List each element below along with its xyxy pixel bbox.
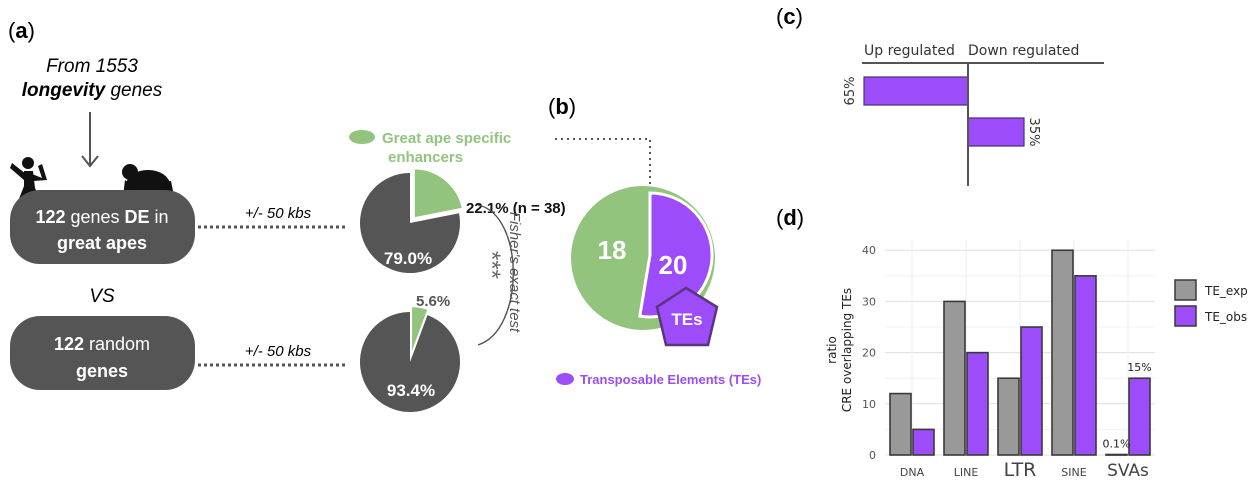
- pie-de-genes: 22.1% (n = 38) 79.0%: [359, 167, 566, 274]
- category-label-down: Down regulated: [968, 43, 1079, 59]
- significance-stars: ***: [478, 251, 505, 279]
- pie-label-enhancers: 22.1% (n = 38): [466, 200, 566, 217]
- x-tick-label: SVAs: [1107, 461, 1149, 481]
- intro-line2: longevity genes: [22, 80, 163, 101]
- pie-label-non-te: 18: [598, 235, 627, 265]
- fisher-bracket: [477, 204, 514, 346]
- pie-slice-other: [360, 312, 460, 412]
- panel-label-d: (d): [776, 205, 804, 230]
- pie-slice-enhancers: [412, 167, 465, 220]
- fisher-test-label: Fisher's exact test: [506, 212, 523, 333]
- panel-label-b: (b): [548, 94, 576, 119]
- tes-pentagon-icon: [655, 286, 719, 347]
- de-genes-box: [10, 190, 195, 264]
- bar-down-regulated: [967, 117, 1025, 147]
- y-tick-label: 30: [862, 295, 876, 308]
- y-axis-label-line2: CRE overlapping TEs: [840, 288, 854, 412]
- bar-te-exp: [889, 392, 912, 456]
- y-tick-label: 20: [862, 347, 876, 360]
- category-label-up: Up regulated: [864, 43, 955, 59]
- bar-te-exp: [997, 377, 1020, 456]
- intro-line1: From 1553: [46, 56, 138, 77]
- legend-label-te-obs: TE_obs: [1204, 310, 1247, 324]
- pie-label-enhancers: 5.6%: [416, 293, 450, 310]
- bar-te-exp: [1105, 453, 1128, 456]
- pie-label-other: 93.4%: [387, 381, 435, 400]
- x-tick-label: SINE: [1061, 466, 1086, 479]
- pie-slice-enhancers: [410, 305, 430, 357]
- random-genes-box: [10, 316, 195, 390]
- bar-annotation: 0.1%: [1103, 437, 1131, 450]
- bar-te-obs: [1020, 326, 1043, 456]
- distance-label-random: +/- 50 kbs: [245, 343, 312, 360]
- legend-label-te-exp: TE_exp: [1204, 284, 1248, 298]
- de-genes-line2: great apes: [57, 233, 147, 253]
- pie-random-genes: 5.6% 93.4%: [360, 293, 460, 412]
- legend-green-line2: enhancers: [388, 149, 463, 166]
- updown-chart: Up regulated Down regulated 65% 35%: [843, 43, 1104, 186]
- vs-label: VS: [89, 286, 115, 307]
- pie-slice-other: [359, 173, 460, 274]
- bar-up-regulated: [863, 76, 969, 106]
- value-label-up: 65%: [843, 77, 858, 106]
- legend-purple-swatch: [556, 373, 574, 385]
- panel-label-c: (c): [776, 4, 803, 29]
- connector-b: [555, 138, 651, 185]
- bar-te-exp: [943, 300, 966, 456]
- bar-te-exp: [1051, 249, 1074, 456]
- bar-te-obs: [1128, 377, 1151, 456]
- y-tick-label: 10: [862, 398, 876, 411]
- legend-swatch-te-exp: [1174, 279, 1197, 301]
- y-axis-label-line1: ratio: [825, 336, 839, 364]
- y-tick-label: 40: [862, 244, 876, 257]
- panel-label-a: (a): [8, 18, 35, 43]
- random-genes-line1: 122 random: [54, 334, 150, 354]
- legend-green-line1: Great ape specific: [382, 130, 511, 147]
- value-label-down: 35%: [1026, 118, 1041, 147]
- bar-te-obs: [1074, 275, 1097, 456]
- pie-label-tes: 20: [659, 250, 688, 280]
- bar-te-obs: [912, 428, 935, 456]
- x-tick-label: LINE: [954, 466, 979, 479]
- pie-label-other: 79.0%: [384, 249, 432, 268]
- random-genes-line2: genes: [76, 361, 128, 381]
- legend-swatch-te-obs: [1174, 305, 1197, 327]
- legend-green-swatch: [349, 130, 375, 144]
- te-ratio-chart: 0 10 20 30 40 ratio CRE overlapping TEs DNA LINE…: [825, 240, 1248, 481]
- down-arrow-icon: [81, 112, 99, 168]
- x-tick-label: LTR: [1004, 459, 1037, 481]
- de-genes-line1: 122 genes DE in: [35, 207, 168, 227]
- legend-purple-label: Transposable Elements (TEs): [580, 372, 761, 387]
- distance-label-de: +/- 50 kbs: [245, 205, 312, 222]
- bar-te-obs: [966, 351, 989, 456]
- bar-annotation: 15%: [1127, 361, 1151, 374]
- y-tick-label: 0: [869, 449, 876, 462]
- x-tick-label: DNA: [900, 466, 925, 479]
- tes-label: TEs: [671, 310, 702, 329]
